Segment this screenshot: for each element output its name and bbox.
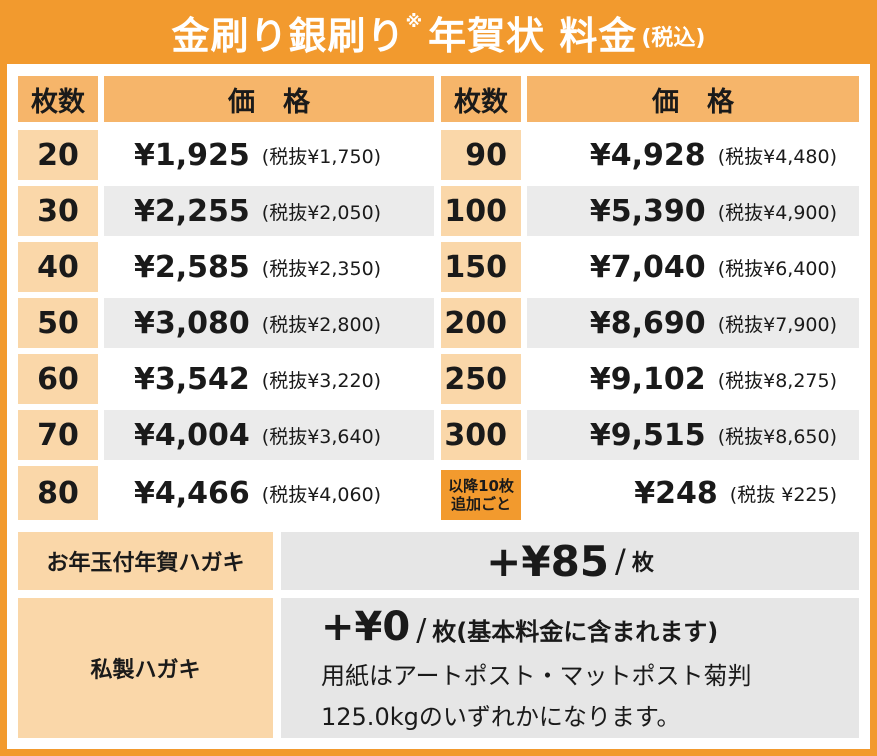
count-cell: 60 (18, 354, 98, 404)
ex-tax-value: (税抜¥6,400) (717, 257, 837, 280)
otoshidama-price-value: +¥85 (486, 536, 610, 586)
header-count-right: 枚数 (441, 76, 521, 122)
additional-count-line2: 追加ごと (450, 495, 511, 513)
price-value: ¥7,040 (589, 249, 706, 285)
count-cell: 70 (18, 410, 98, 460)
price-value: ¥3,080 (134, 305, 250, 341)
count-cell: 40 (18, 242, 98, 292)
price-value: ¥3,542 (134, 361, 250, 397)
price-value: ¥5,390 (589, 193, 706, 229)
ex-tax-value: (税抜¥2,050) (261, 201, 382, 224)
price-value: ¥9,515 (589, 417, 706, 453)
shisei-price-value: +¥0 (321, 604, 411, 650)
ex-tax-value: (税抜¥2,800) (261, 313, 382, 336)
title-sub: 年賀状 料金 (428, 13, 638, 58)
shisei-unit: 枚(基本料金に含まれます) (432, 618, 719, 646)
price-value: ¥8,690 (589, 305, 706, 341)
additional-count-note: 以降10枚 追加ごと (441, 470, 521, 520)
title-tax-note: (税込) (641, 26, 706, 51)
price-value: ¥248 (634, 475, 718, 511)
price-cell: ¥248 (税抜 ¥225) (527, 466, 859, 520)
price-cell: ¥2,255 (税抜¥2,050) (104, 186, 434, 236)
count-cell: 200 (441, 298, 521, 348)
price-value: ¥2,255 (134, 193, 250, 229)
price-value: ¥9,102 (589, 361, 706, 397)
header-price-left: 価格 (104, 76, 434, 122)
price-cell: ¥8,690 (税抜¥7,900) (527, 298, 859, 348)
ex-tax-value: (税抜¥8,650) (717, 425, 837, 448)
otoshidama-unit: 枚 (631, 551, 654, 576)
shisei-price-line: +¥0 / 枚(基本料金に含まれます) (321, 604, 718, 650)
price-cell: ¥4,004 (税抜¥3,640) (104, 410, 434, 460)
title-main: 金刷り銀刷り (171, 13, 406, 58)
count-cell: 250 (441, 354, 521, 404)
header-count-left: 枚数 (18, 76, 98, 122)
otoshidama-label: お年玉付年賀ハガキ (18, 532, 273, 590)
ex-tax-value: (税抜¥4,060) (261, 483, 382, 506)
page-title: 金刷り銀刷り ※ 年賀状 料金 (税込) (0, 0, 877, 64)
ex-tax-value: (税抜¥4,480) (717, 145, 837, 168)
title-footnote-mark: ※ (405, 12, 423, 32)
shisei-label: 私製ハガキ (18, 598, 273, 738)
ex-tax-value: (税抜 ¥225) (729, 483, 837, 506)
count-cell: 20 (18, 130, 98, 180)
price-cell: ¥9,515 (税抜¥8,650) (527, 410, 859, 460)
count-cell: 100 (441, 186, 521, 236)
ex-tax-value: (税抜¥2,350) (261, 257, 382, 280)
header-price-right: 価格 (527, 76, 859, 122)
price-cell: ¥3,542 (税抜¥3,220) (104, 354, 434, 404)
count-cell: 150 (441, 242, 521, 292)
count-cell: 30 (18, 186, 98, 236)
price-value: ¥4,004 (134, 417, 250, 453)
price-value: ¥1,925 (134, 137, 250, 173)
shisei-price: +¥0 / 枚(基本料金に含まれます) 用紙はアートポスト・マットポスト菊判 1… (281, 598, 859, 738)
ex-tax-value: (税抜¥7,900) (717, 313, 837, 336)
count-cell: 90 (441, 130, 521, 180)
ex-tax-value: (税抜¥8,275) (717, 369, 837, 392)
shisei-slash: / (416, 613, 427, 648)
price-cell: ¥9,102 (税抜¥8,275) (527, 354, 859, 404)
price-cell: ¥2,585 (税抜¥2,350) (104, 242, 434, 292)
ex-tax-value: (税抜¥3,220) (261, 369, 382, 392)
otoshidama-slash: / (615, 542, 626, 580)
shisei-note-line2: 125.0kgのいずれかになります。 (321, 703, 681, 731)
shisei-note-line1: 用紙はアートポスト・マットポスト菊判 (321, 662, 752, 690)
ex-tax-value: (税抜¥3,640) (261, 425, 382, 448)
price-value: ¥2,585 (134, 249, 250, 285)
price-cell: ¥7,040 (税抜¥6,400) (527, 242, 859, 292)
price-value: ¥4,466 (134, 475, 250, 511)
count-cell: 50 (18, 298, 98, 348)
ex-tax-value: (税抜¥4,900) (717, 201, 837, 224)
count-cell: 300 (441, 410, 521, 460)
price-cell: ¥4,928 (税抜¥4,480) (527, 130, 859, 180)
count-cell: 80 (18, 466, 98, 520)
price-cell: ¥4,466 (税抜¥4,060) (104, 466, 434, 520)
price-cell: ¥3,080 (税抜¥2,800) (104, 298, 434, 348)
price-cell: ¥1,925 (税抜¥1,750) (104, 130, 434, 180)
additional-count-line1: 以降10枚 (448, 477, 514, 495)
price-value: ¥4,928 (589, 137, 706, 173)
ex-tax-value: (税抜¥1,750) (261, 145, 382, 168)
price-cell: ¥5,390 (税抜¥4,900) (527, 186, 859, 236)
otoshidama-price: +¥85 / 枚 (281, 532, 859, 590)
